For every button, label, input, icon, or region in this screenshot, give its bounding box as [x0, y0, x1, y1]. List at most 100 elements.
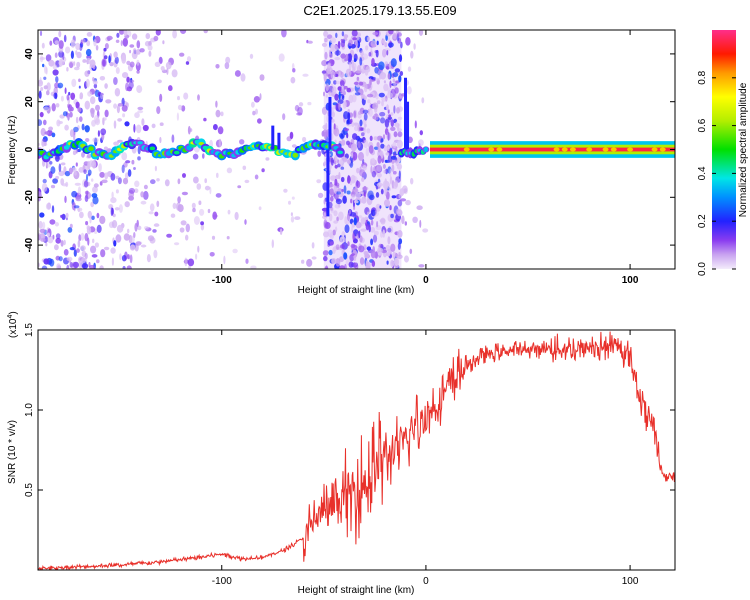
noise-speck: [363, 250, 369, 256]
noise-speck: [52, 69, 59, 76]
noise-speck: [38, 90, 42, 99]
noise-speck: [359, 57, 363, 66]
noise-speck: [362, 109, 369, 114]
noise-speck: [327, 62, 331, 69]
noise-speck: [60, 95, 64, 102]
noise-speck: [84, 252, 88, 260]
noise-speck: [397, 242, 401, 250]
noise-speck: [366, 246, 372, 251]
noise-speck: [333, 80, 337, 85]
noise-speck: [92, 80, 98, 85]
noise-speck: [323, 255, 328, 262]
noise-speck: [413, 43, 416, 50]
noise-speck: [351, 59, 355, 69]
noise-speck: [353, 206, 356, 210]
noise-speck: [302, 73, 309, 77]
noise-speck: [156, 178, 160, 182]
noise-speck: [38, 196, 41, 202]
signal-core: [292, 152, 299, 158]
noise-speck: [128, 187, 135, 194]
noise-speck: [184, 257, 188, 267]
noise-speck: [409, 248, 413, 254]
noise-speck: [395, 80, 400, 84]
noise-speck: [180, 220, 187, 226]
noise-speck: [332, 44, 338, 52]
noise-speck: [123, 30, 128, 37]
noise-speck: [355, 180, 361, 189]
noise-speck: [114, 56, 119, 64]
noise-speck: [342, 157, 348, 162]
noise-speck: [387, 154, 393, 163]
noise-speck: [100, 249, 106, 258]
noise-speck: [91, 254, 98, 258]
noise-speck: [90, 201, 95, 208]
noise-speck: [323, 212, 326, 217]
noise-speck: [48, 59, 55, 67]
noise-speck: [45, 203, 51, 210]
signal-core: [610, 147, 617, 152]
noise-speck: [363, 113, 368, 121]
noise-speck: [153, 249, 158, 259]
noise-speck: [56, 263, 61, 269]
noise-speck: [134, 112, 140, 119]
noise-speck: [350, 143, 357, 152]
noise-speck: [398, 75, 402, 83]
noise-speck: [405, 199, 411, 206]
noise-speck: [121, 152, 128, 161]
noise-speck: [86, 40, 91, 47]
noise-speck: [78, 85, 81, 89]
noise-speck: [410, 50, 414, 59]
noise-speck: [397, 116, 403, 120]
noise-speck: [89, 59, 96, 68]
noise-speck: [339, 71, 344, 78]
noise-speck: [136, 85, 143, 94]
noise-speck: [390, 126, 396, 131]
noise-speck: [141, 118, 145, 126]
noise-speck: [324, 222, 331, 229]
noise-speck: [347, 212, 350, 222]
noise-speck: [369, 78, 372, 86]
noise-speck: [362, 185, 367, 195]
noise-speck: [172, 202, 177, 209]
noise-speck: [164, 179, 170, 187]
noise-speck: [226, 167, 233, 174]
noise-speck: [124, 172, 129, 180]
noise-speck: [391, 164, 395, 173]
noise-speck: [140, 244, 147, 248]
x-tick-label: 0: [423, 576, 429, 587]
noise-speck: [404, 221, 407, 226]
noise-speck: [39, 228, 46, 234]
noise-speck: [348, 209, 351, 215]
noise-speck: [377, 251, 383, 256]
noise-speck: [168, 85, 173, 92]
noise-speck: [281, 30, 287, 38]
noise-speck: [360, 228, 367, 232]
noise-speck: [67, 227, 73, 233]
noise-speck: [350, 151, 354, 159]
noise-speck: [346, 87, 352, 93]
x-tick-label: 0: [423, 275, 429, 286]
noise-speck: [58, 121, 63, 124]
noise-speck: [329, 188, 334, 196]
noise-speck: [77, 239, 81, 248]
noise-speck: [133, 232, 136, 238]
noise-speck: [88, 160, 95, 168]
noise-speck: [99, 215, 106, 225]
noise-speck: [134, 188, 139, 193]
noise-speck: [370, 238, 374, 246]
noise-speck: [185, 61, 190, 65]
noise-speck: [55, 237, 61, 244]
noise-speck: [244, 179, 250, 184]
noise-speck: [74, 171, 77, 176]
noise-speck: [368, 224, 371, 233]
noise-speck: [38, 234, 41, 241]
noise-speck: [117, 139, 123, 143]
noise-speck: [127, 169, 132, 177]
signal-core: [337, 150, 344, 155]
noise-speck: [46, 129, 53, 137]
noise-speck: [85, 78, 90, 88]
noise-speck: [341, 85, 344, 93]
noise-speck: [92, 196, 99, 205]
noise-speck: [129, 49, 132, 54]
noise-speck: [392, 78, 395, 83]
